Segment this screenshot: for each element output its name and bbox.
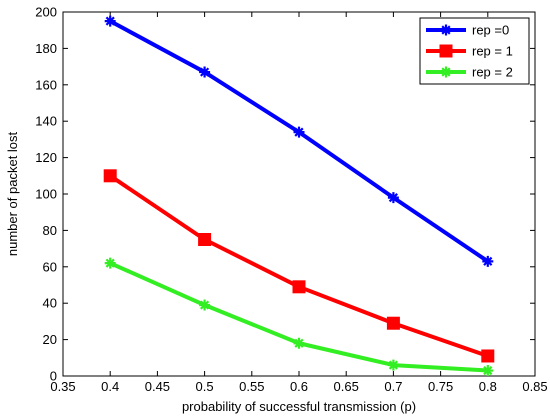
legend: rep =0 rep = 1 rep = 2 — [419, 17, 530, 85]
legend-item-1: rep =0 — [426, 23, 509, 38]
x-tick-label: 0.45 — [145, 379, 170, 394]
data-point — [386, 316, 400, 330]
y-tick-label: 180 — [35, 41, 57, 56]
y-tick-label: 200 — [35, 5, 57, 20]
x-tick-label: 0.75 — [428, 379, 453, 394]
series-layer — [103, 15, 495, 377]
series-1 — [104, 15, 494, 267]
y-tick-label: 100 — [35, 187, 57, 202]
data-point — [387, 192, 399, 204]
data-point — [292, 280, 306, 294]
y-tick-label: 0 — [50, 369, 57, 384]
x-tick-label: 0.4 — [101, 379, 119, 394]
data-point — [104, 15, 116, 27]
legend-label: rep = 1 — [472, 44, 513, 59]
x-tick-label: 0.8 — [479, 379, 497, 394]
legend-item-3: rep = 2 — [426, 65, 513, 80]
data-point — [293, 337, 305, 349]
x-tick-label: 0.6 — [290, 379, 308, 394]
series-3 — [104, 257, 494, 377]
x-tick-label: 0.65 — [334, 379, 359, 394]
data-point — [199, 299, 211, 311]
x-tick-label: 0.55 — [239, 379, 264, 394]
series-2 — [103, 169, 495, 363]
legend-label: rep = 2 — [472, 65, 513, 80]
y-tick-label: 40 — [43, 296, 57, 311]
legend-marker — [440, 24, 452, 36]
y-tick-label: 120 — [35, 150, 57, 165]
data-point — [482, 365, 494, 377]
data-point — [103, 169, 117, 183]
data-point — [482, 255, 494, 267]
x-axis-label: probability of successful transmission (… — [182, 399, 416, 414]
data-point — [481, 349, 495, 363]
data-point — [293, 126, 305, 138]
data-point — [387, 359, 399, 371]
x-tick-label: 0.5 — [196, 379, 214, 394]
legend-item-2: rep = 1 — [426, 44, 513, 59]
y-axis-label: number of packet lost — [5, 131, 20, 256]
data-point — [104, 257, 116, 269]
y-tick-label: 160 — [35, 77, 57, 92]
axis-ticks: 0.35 0.4 0.45 0.5 0.55 0.6 0.65 0.7 0.75 0.8 0.85 0… — [35, 5, 547, 395]
x-tick-label: 0.85 — [522, 379, 547, 394]
y-tick-label: 80 — [43, 223, 57, 238]
legend-marker — [439, 44, 453, 58]
data-point — [198, 233, 212, 246]
x-tick-label: 0.35 — [50, 379, 75, 394]
x-tick-label: 0.7 — [384, 379, 402, 394]
y-tick-label: 140 — [35, 114, 57, 129]
y-tick-label: 20 — [43, 332, 57, 347]
legend-marker — [440, 66, 452, 78]
legend-label: rep =0 — [472, 23, 509, 38]
y-tick-label: 60 — [43, 259, 57, 274]
data-point — [199, 66, 211, 78]
